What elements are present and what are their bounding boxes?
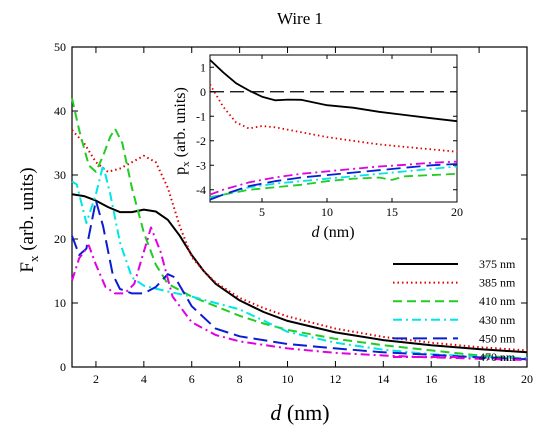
legend: 375 nm 385 nm 410 nm 430 nm 450 nm 470 nm — [393, 257, 516, 364]
x-tick-label: 4 — [141, 372, 147, 386]
x-tick-label: 15 — [386, 205, 398, 219]
y-tick-label: -1 — [196, 109, 206, 123]
series-line-430-nm — [209, 165, 458, 200]
y-tick-label: -4 — [196, 183, 206, 197]
series-line-410-nm — [71, 97, 528, 360]
x-tick-label: 12 — [329, 372, 341, 386]
legend-label: 375 nm — [479, 257, 516, 271]
x-tick-label: 5 — [259, 205, 265, 219]
inset-y-ticks: 1 0 -1 -2 -3 -4 — [196, 60, 457, 197]
series-line-410-nm — [209, 172, 458, 198]
x-tick-label: 6 — [189, 372, 195, 386]
inset-y-label: px (arb. units) — [172, 87, 192, 175]
legend-label: 450 nm — [479, 331, 516, 345]
main-x-label: d (nm) — [270, 400, 329, 425]
y-tick-label: 30 — [54, 168, 66, 182]
x-tick-label: 18 — [473, 372, 485, 386]
main-series — [71, 97, 528, 361]
series-line-430-nm — [71, 164, 528, 359]
x-tick-label: 20 — [521, 372, 533, 386]
legend-label: 410 nm — [479, 294, 516, 308]
y-tick-label: -3 — [196, 158, 206, 172]
legend-label: 470 nm — [479, 350, 516, 364]
y-tick-label: 40 — [54, 104, 66, 118]
x-tick-label: 20 — [451, 205, 463, 219]
legend-label: 430 nm — [479, 313, 516, 327]
main-y-label: Fx (arb. units) — [17, 167, 41, 272]
y-tick-label: 20 — [54, 232, 66, 246]
inset-x-label: d (nm) — [311, 224, 354, 241]
x-tick-label: 8 — [237, 372, 243, 386]
series-line-470-nm — [209, 160, 458, 196]
inset-series — [209, 59, 458, 201]
y-tick-label: 0 — [60, 360, 66, 374]
legend-label: 385 nm — [479, 276, 516, 290]
x-tick-label: 10 — [282, 372, 294, 386]
series-line-470-nm — [71, 226, 528, 361]
inset-x-ticks: 5 10 15 20 — [259, 55, 463, 219]
y-tick-label: 10 — [54, 296, 66, 310]
series-line-375-nm — [209, 59, 458, 123]
x-tick-label: 16 — [425, 372, 437, 386]
series-line-450-nm — [209, 163, 458, 201]
y-tick-label: 1 — [200, 60, 206, 74]
svg-text:Fx (arb. units): Fx (arb. units) — [17, 167, 41, 272]
series-line-385-nm — [71, 129, 528, 352]
x-tick-label: 10 — [321, 205, 333, 219]
svg-text:px (arb. units): px (arb. units) — [172, 87, 192, 175]
x-tick-label: 2 — [93, 372, 99, 386]
y-tick-label: 50 — [54, 40, 66, 54]
series-line-450-nm — [71, 199, 528, 361]
inset-plot-frame — [209, 54, 458, 203]
main-plot-frame — [71, 46, 528, 368]
chart-title: Wire 1 — [277, 9, 323, 28]
x-tick-label: 14 — [377, 372, 389, 386]
main-x-ticks: 2 4 6 8 10 12 14 16 18 20 — [93, 47, 533, 386]
inset-plot: 5 10 15 20 10-1-2-3-4 — [196, 54, 463, 219]
y-tick-label: 0 — [200, 85, 206, 99]
y-tick-label: -2 — [196, 134, 206, 148]
